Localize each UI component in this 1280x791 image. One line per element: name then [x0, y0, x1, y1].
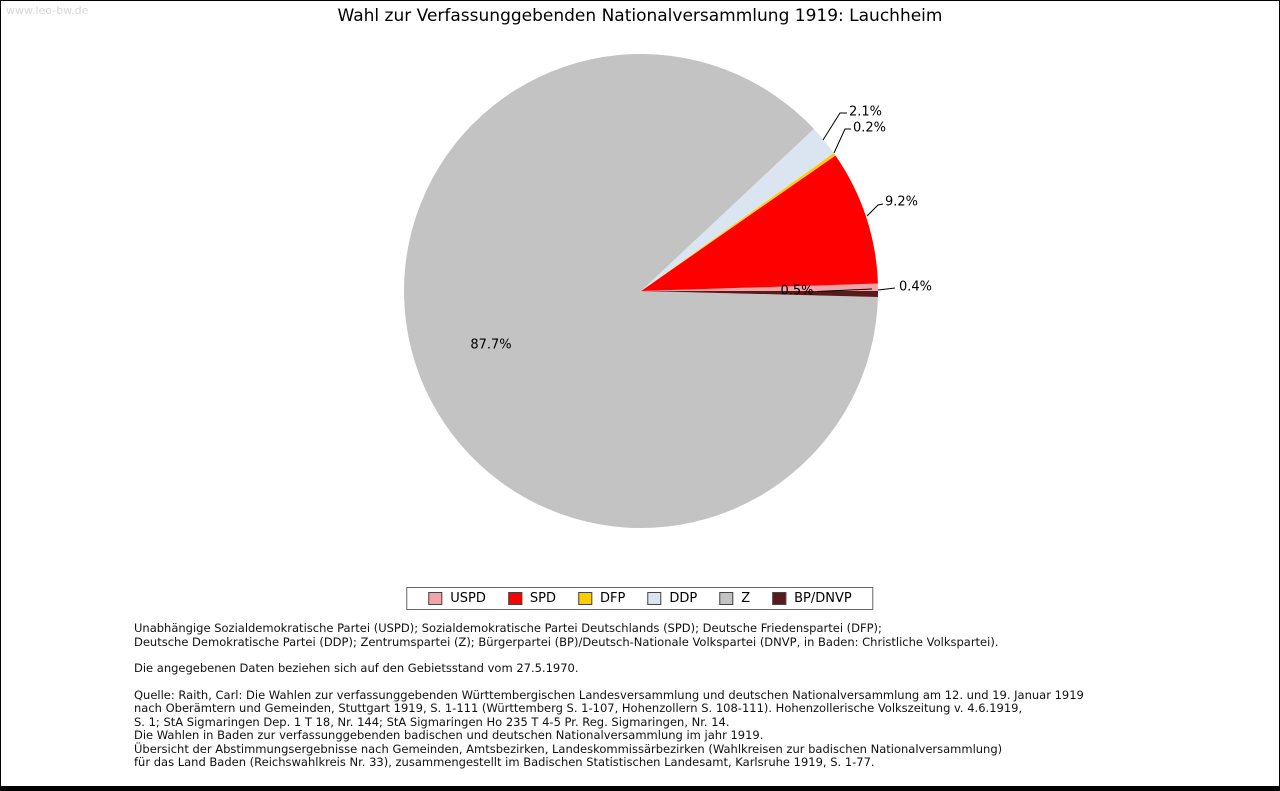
legend-item-bp-dnvp: BP/DNVP [772, 591, 852, 606]
legend-swatch-bp-dnvp [772, 592, 787, 605]
leader-line-spd [866, 203, 884, 217]
legend-swatch-z [719, 592, 734, 605]
legend-label-dfp: DFP [600, 591, 626, 606]
pie-slice-spd [641, 155, 878, 291]
percentage-label-z: 87.7% [470, 338, 511, 353]
legend-item-dfp: DFP [578, 591, 625, 606]
source-note: Quelle: Raith, Carl: Die Wahlen zur verf… [134, 687, 1259, 770]
note-line: für das Land Baden (Reichswahlkreis Nr. … [134, 755, 875, 769]
note-line: nach Oberämtern und Gemeinden, Stuttgart… [134, 701, 1023, 715]
legend: USPD SPD DFP DDP Z BP/DNVP [406, 587, 874, 610]
pie-slice-ddp [641, 128, 834, 291]
legend-swatch-ddp [647, 592, 662, 605]
legend-label-uspd: USPD [450, 591, 486, 606]
party-abbreviations-note: Unabhängige Sozialdemokratische Partei (… [134, 621, 1259, 649]
note-line: Unabhängige Sozialdemokratische Partei (… [134, 621, 882, 635]
note-line: Die Wahlen in Baden zur verfassunggebend… [134, 728, 764, 742]
legend-item-z: Z [719, 591, 750, 606]
note-line: Übersicht der Abstimmungsergebnisse nach… [134, 741, 1003, 756]
legend-item-spd: SPD [507, 591, 557, 606]
leader-line-dfp [833, 128, 851, 154]
pie-slice-bp-dnvp [641, 291, 879, 297]
legend-label-ddp: DDP [669, 591, 698, 606]
legend-item-ddp: DDP [647, 591, 697, 606]
notes: Unabhängige Sozialdemokratische Partei (… [134, 621, 1259, 783]
data-status-note: Die angegebenen Daten beziehen sich auf … [134, 661, 579, 675]
legend-item-uspd: USPD [428, 591, 486, 606]
legend-swatch-spd [507, 592, 522, 605]
chart-title: Wahl zur Verfassunggebenden Nationalvers… [337, 6, 943, 26]
percentage-label-ddp: 2.1% [849, 105, 882, 120]
percentage-label-spd: 9.2% [885, 195, 918, 210]
percentage-label-bp-dnvp: 0.4% [899, 280, 932, 295]
legend-label-spd: SPD [529, 591, 557, 606]
watermark: www.leo-bw.de [6, 4, 89, 17]
note-line: Deutsche Demokratische Partei (DDP); Zen… [134, 634, 999, 649]
legend-swatch-dfp [578, 592, 593, 605]
legend-label-bp-dnvp: BP/DNVP [794, 591, 852, 606]
pie-slice-z [404, 54, 878, 529]
percentage-label-dfp: 0.2% [853, 121, 886, 136]
legend-label-z: Z [741, 591, 751, 606]
leader-line-uspd [816, 288, 873, 292]
pie-slice-uspd [641, 283, 878, 291]
legend-swatch-uspd [428, 592, 443, 605]
leader-line-ddp [822, 112, 847, 141]
note-line: Quelle: Raith, Carl: Die Wahlen zur verf… [134, 687, 1084, 702]
pie-slice-dfp [641, 153, 836, 291]
percentage-label-uspd: 0.5% [780, 284, 813, 299]
note-line: S. 1; StA Sigmaringen Dep. 1 T 18, Nr. 1… [134, 714, 730, 729]
leader-line-bp-dnvp [877, 287, 896, 291]
